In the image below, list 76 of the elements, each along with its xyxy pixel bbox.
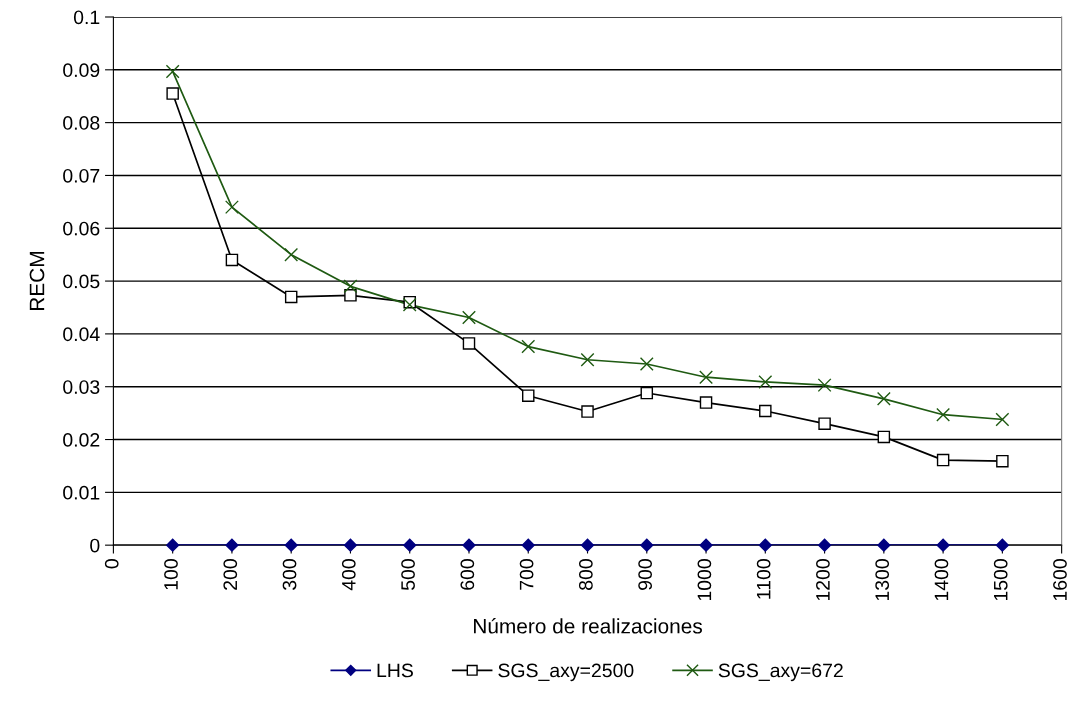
- point: [521, 538, 535, 552]
- point: [225, 253, 239, 267]
- point: [166, 538, 180, 552]
- y-tick-label: 0.1: [73, 10, 100, 25]
- point: [343, 538, 358, 552]
- x-tick-label: 400: [341, 559, 356, 591]
- x-tick-label: 900: [638, 559, 652, 590]
- point: [877, 538, 891, 552]
- point: [462, 337, 476, 350]
- x-tick-label: 500: [401, 559, 415, 591]
- x-tick-label: 1500: [993, 559, 1008, 601]
- legend-label: SGS_axy=2500: [498, 663, 634, 682]
- point: [818, 417, 831, 430]
- y-tick-label: 0.08: [63, 116, 100, 130]
- point: [225, 538, 239, 552]
- y-tick-label: 0.05: [63, 274, 100, 289]
- point: [521, 339, 536, 354]
- point: [759, 404, 772, 418]
- x-tick-label: 1000: [697, 559, 712, 601]
- point: [699, 538, 713, 552]
- point: [580, 538, 595, 552]
- x-tick-label: 600: [460, 559, 475, 590]
- point: [581, 405, 594, 418]
- point: [224, 200, 239, 215]
- point: [877, 430, 891, 444]
- point: [995, 412, 1010, 427]
- y-tick-label: 0.06: [63, 221, 100, 236]
- point: [995, 538, 1009, 552]
- x-tick-label: 1400: [934, 559, 949, 601]
- x-axis-title: Número de realizaciones: [474, 618, 702, 634]
- point: [462, 310, 476, 325]
- point: [640, 386, 654, 400]
- y-tick-label: 0: [90, 538, 100, 553]
- point: [580, 352, 595, 367]
- y-tick-label: 0.04: [63, 327, 100, 342]
- x-tick-label: 300: [282, 559, 297, 591]
- point: [284, 538, 298, 552]
- point: [936, 453, 950, 467]
- legend-label: SGS_axy=672: [718, 663, 843, 682]
- point: [876, 391, 891, 406]
- point: [639, 357, 654, 371]
- y-axis-title: RECM: [29, 252, 45, 311]
- y-tick-label: 0.03: [63, 380, 100, 394]
- point: [165, 64, 180, 79]
- x-tick-label: 0: [104, 559, 119, 569]
- x-tick-label: 1100: [756, 559, 771, 599]
- x-tick-label: 100: [164, 559, 178, 590]
- point: [640, 538, 654, 552]
- x-tick-label: 1200: [816, 559, 830, 601]
- point: [462, 538, 476, 552]
- point: [344, 289, 357, 302]
- point: [403, 538, 417, 552]
- x-tick-label: 700: [519, 559, 534, 590]
- y-tick-label: 0.07: [63, 168, 100, 183]
- y-tick-label: 0.09: [63, 63, 100, 78]
- point: [936, 407, 951, 422]
- point: [166, 87, 179, 100]
- x-tick-label: 1300: [875, 559, 890, 601]
- point: [817, 378, 832, 393]
- legend-label: LHS: [377, 663, 413, 678]
- y-tick-label: 0.01: [63, 485, 100, 500]
- point: [522, 389, 535, 402]
- point: [699, 396, 713, 409]
- point: [699, 370, 713, 385]
- point: [343, 279, 358, 294]
- x-tick-label: 800: [578, 559, 593, 590]
- point: [817, 538, 832, 552]
- point: [996, 454, 1009, 468]
- point: [758, 375, 773, 389]
- point: [936, 538, 950, 552]
- x-tick-label: 200: [223, 559, 238, 590]
- point: [284, 247, 299, 262]
- y-tick-label: 0.02: [63, 432, 100, 447]
- x-tick-label: 1600: [1053, 559, 1067, 601]
- point: [758, 538, 772, 552]
- point: [284, 290, 298, 304]
